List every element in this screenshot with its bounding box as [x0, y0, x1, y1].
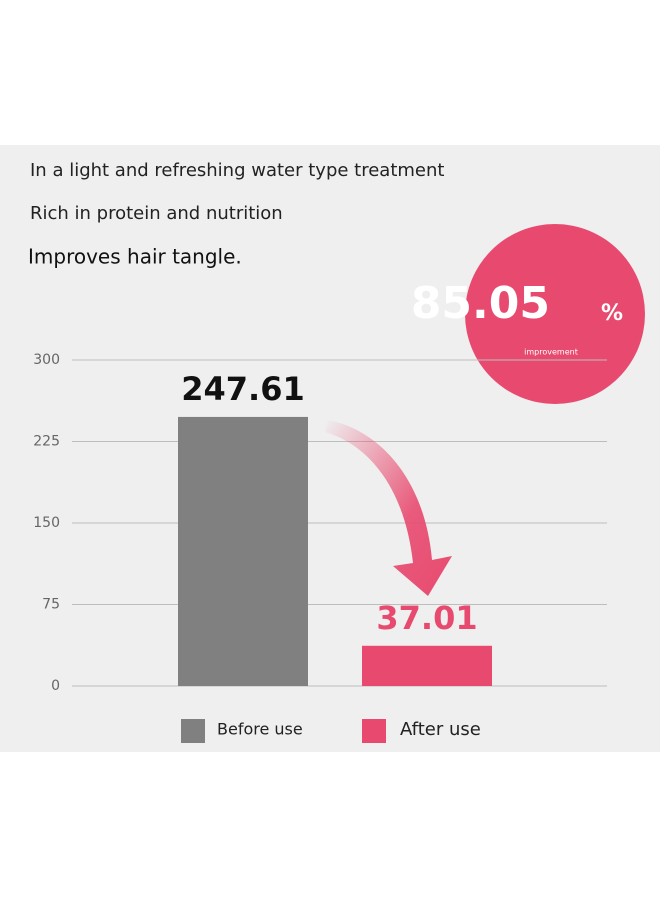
y-tick-label: 150: [33, 515, 60, 531]
y-tick-label: 75: [42, 597, 60, 613]
legend-label: After use: [400, 719, 481, 740]
badge-unit: %: [601, 301, 623, 326]
value-label: 37.01: [376, 599, 477, 637]
header-line: Rich in protein and nutrition: [30, 203, 283, 224]
bar: [178, 416, 308, 686]
badge-circle: [465, 224, 645, 404]
y-tick-label: 300: [33, 352, 60, 368]
plot: 0 75 150 225 300 247.61 37.01 Before use After u…: [33, 352, 607, 743]
y-tick-label: 0: [51, 678, 60, 694]
legend-swatch: [362, 719, 386, 743]
y-tick-label: 225: [33, 434, 60, 450]
bar: [362, 645, 492, 686]
legend-label: Before use: [217, 720, 303, 739]
value-label: 247.61: [181, 370, 304, 408]
header-line: Improves hair tangle.: [28, 245, 242, 269]
header-line: In a light and refreshing water type tre…: [30, 160, 444, 181]
legend-swatch: [181, 719, 205, 743]
badge-caption: improvement: [524, 348, 578, 357]
badge-value: 85.05: [411, 278, 550, 329]
arrow: [325, 420, 452, 596]
